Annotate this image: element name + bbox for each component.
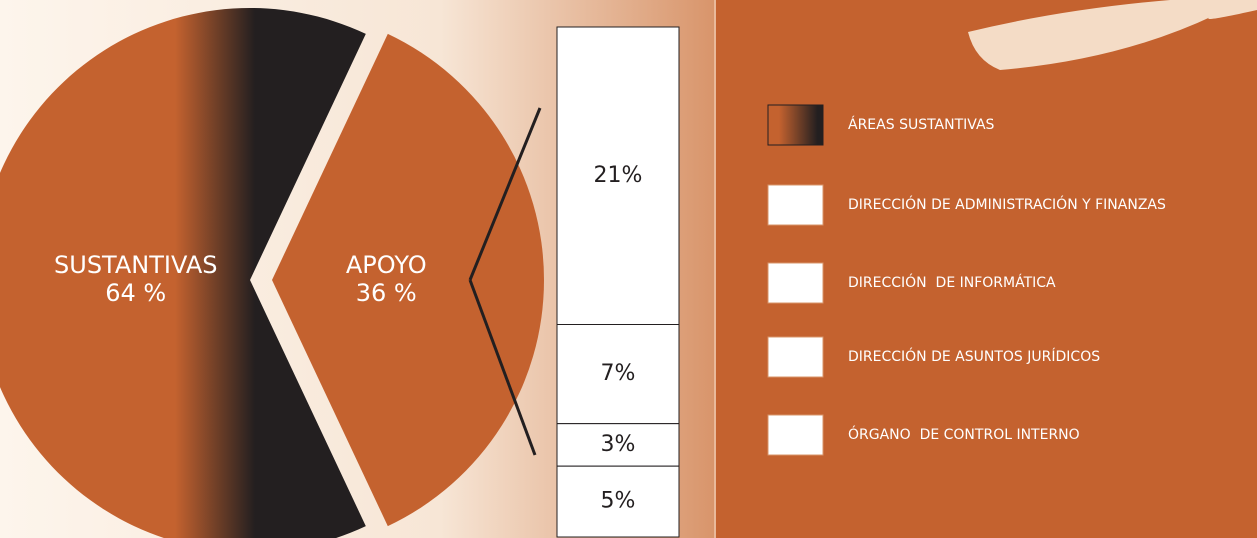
bar-segment — [556, 26, 680, 325]
legend-swatch — [767, 336, 824, 378]
legend-label: DIRECCIÓN DE ADMINISTRACIÓN Y FINANZAS — [848, 195, 1166, 213]
legend-label: ÁREAS SUSTANTIVAS — [848, 116, 995, 133]
legend-swatch — [767, 104, 824, 146]
slice-label: SUSTANTIVAS — [54, 251, 217, 279]
connector — [468, 107, 542, 281]
ribbon-decoration — [968, 0, 1257, 70]
slice-value-label: 36 % — [356, 279, 417, 307]
legend-label: DIRECCIÓN DE ASUNTOS JURÍDICOS — [848, 347, 1100, 365]
legend-label: DIRECCIÓN DE INFORMÁTICA — [848, 273, 1056, 291]
bar-value-label: 7% — [601, 361, 636, 386]
legend-label: ÓRGANO DE CONTROL INTERNO — [848, 425, 1080, 443]
bar-value-label: 5% — [601, 489, 636, 514]
bar-value-label: 3% — [601, 432, 636, 457]
legend-swatch — [767, 262, 824, 304]
connector — [468, 279, 537, 456]
slice-label: APOYO — [346, 251, 427, 279]
legend-swatch — [767, 184, 824, 226]
pie-slice — [272, 33, 545, 527]
slice-value-label: 64 % — [105, 279, 166, 307]
pie-slice — [0, 8, 366, 538]
legend-swatch — [767, 414, 824, 456]
bar-segment — [556, 324, 680, 425]
bar-value-label: 21% — [594, 163, 643, 188]
bar-segment — [556, 465, 680, 538]
